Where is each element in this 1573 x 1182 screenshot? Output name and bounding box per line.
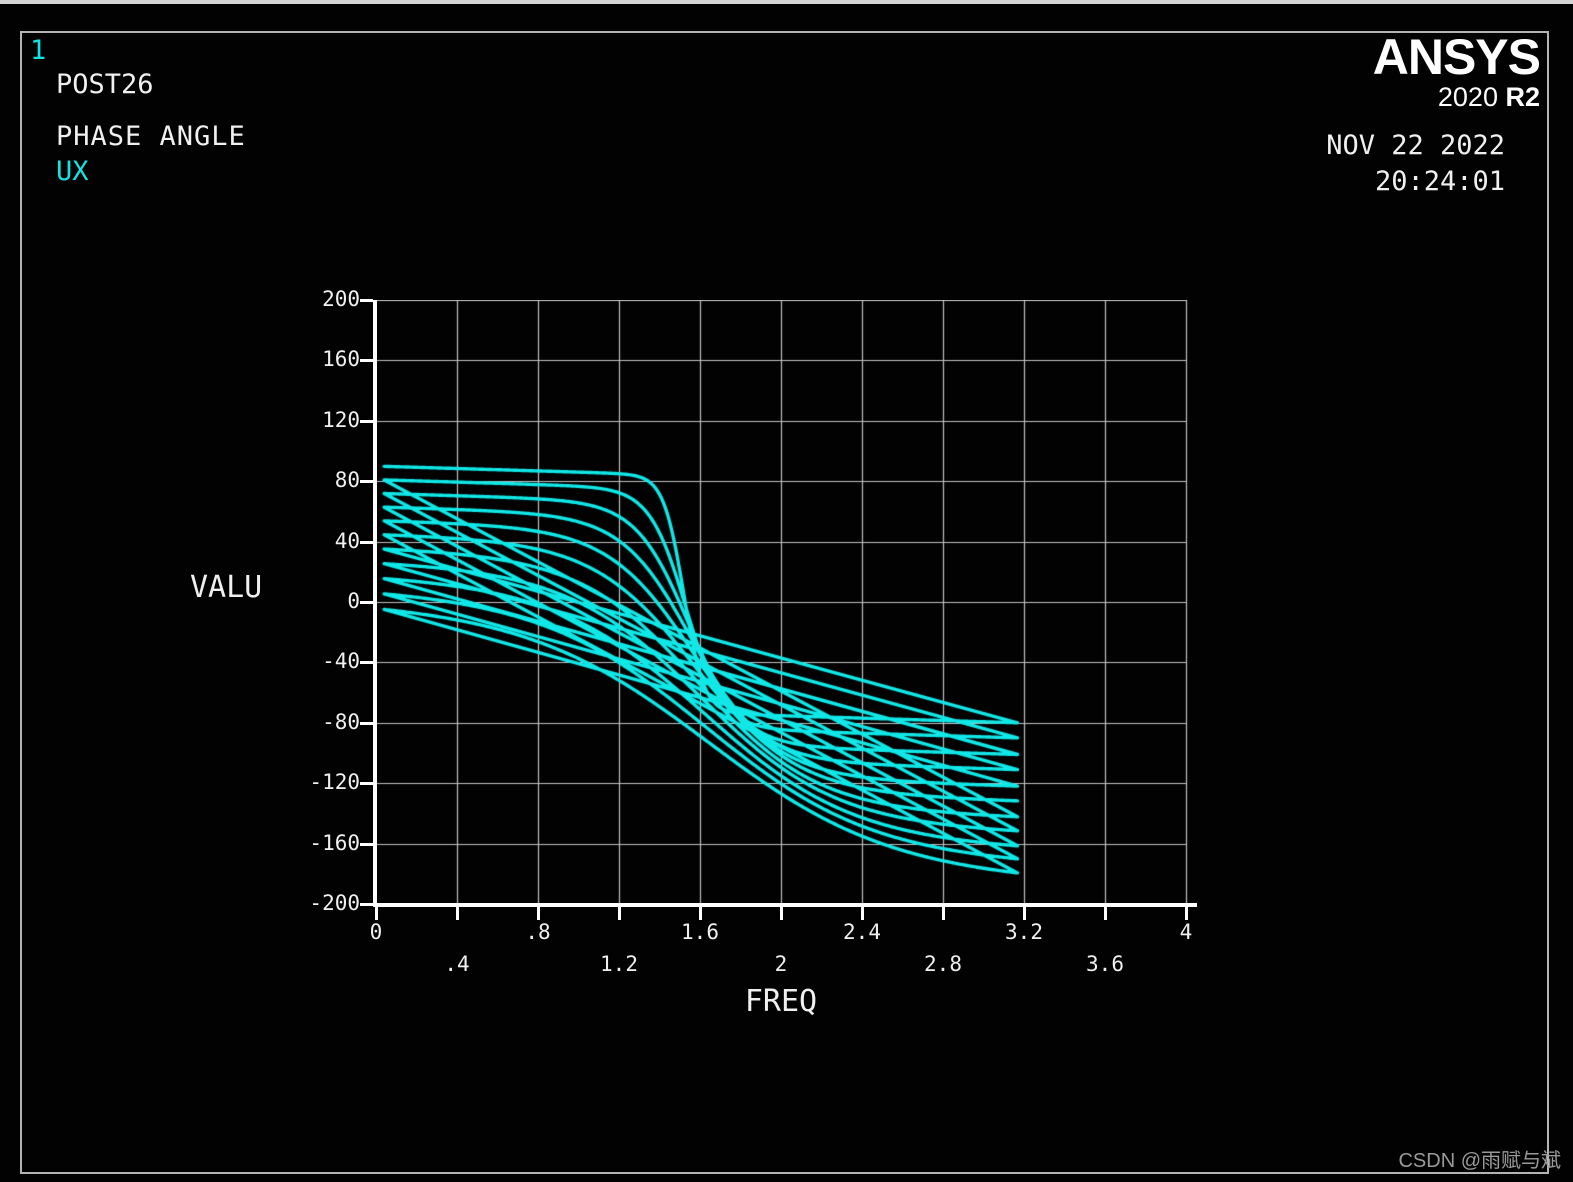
x-tick-label: 2.4 <box>843 920 881 944</box>
y-tick-label: -40 <box>322 649 360 674</box>
y-tick-label: -200 <box>309 891 360 915</box>
y-tick-mark <box>360 540 373 544</box>
x-tick-mark <box>537 906 540 920</box>
variable-label: UX <box>56 156 89 187</box>
x-tick-mark <box>375 906 378 920</box>
y-tick-label: -160 <box>309 830 360 855</box>
x-tick-label: 3.6 <box>1086 952 1124 976</box>
y-tick-mark <box>360 480 373 484</box>
plot-type-label: PHASE ANGLE <box>56 121 246 152</box>
x-tick-mark <box>456 906 459 920</box>
y-tick-label: -120 <box>309 770 360 795</box>
y-tick-mark <box>360 359 373 363</box>
y-tick-label: 80 <box>334 468 360 493</box>
x-tick-label: 2.8 <box>924 952 962 976</box>
x-tick-mark <box>618 906 621 920</box>
ansys-logo-text: ANSYS <box>1372 29 1541 85</box>
y-tick-mark <box>360 842 373 846</box>
y-tick-mark <box>360 661 373 665</box>
date-stamp: NOV 22 2022 <box>1326 130 1505 161</box>
x-tick-label: .8 <box>525 920 551 944</box>
x-tick-label: .4 <box>444 952 470 976</box>
plot-frame-border <box>20 31 1549 1174</box>
ansys-version: 2020 R2 <box>1373 84 1540 111</box>
x-tick-label: 3.2 <box>1005 920 1043 944</box>
ansys-logo: ANSYS 2020 R2 <box>1372 29 1541 111</box>
time-stamp: 20:24:01 <box>1374 166 1505 197</box>
y-tick-label: 160 <box>322 347 360 372</box>
x-tick-mark <box>1185 906 1188 920</box>
plot-number: 1 <box>30 35 47 66</box>
y-tick-mark <box>360 601 373 604</box>
x-tick-mark <box>780 906 783 920</box>
x-tick-label: 1.6 <box>681 920 719 944</box>
y-tick-mark <box>360 721 373 725</box>
y-tick-mark <box>360 299 373 302</box>
x-tick-label: 2 <box>774 952 788 976</box>
y-tick-label: 40 <box>334 528 360 553</box>
y-axis-line <box>373 300 377 907</box>
x-axis-line <box>373 903 1197 907</box>
x-tick-mark <box>1023 906 1026 920</box>
x-axis-title: FREQ <box>744 984 818 1019</box>
ansys-version-year: 2020 <box>1437 82 1498 112</box>
window-top-edge <box>0 0 1573 4</box>
y-tick-mark <box>360 903 373 906</box>
x-tick-label: 1.2 <box>600 952 638 976</box>
y-tick-label: 0 <box>347 589 360 613</box>
ansys-version-release: R2 <box>1505 82 1540 112</box>
y-tick-mark <box>360 419 373 423</box>
x-tick-mark <box>861 906 864 920</box>
y-tick-mark <box>360 782 373 786</box>
phase-angle-plot-canvas <box>376 300 1198 910</box>
y-tick-label: 200 <box>322 287 360 311</box>
x-tick-mark <box>1104 906 1107 920</box>
x-tick-label: 0 <box>369 920 383 944</box>
x-tick-mark <box>942 906 945 920</box>
y-tick-label: 120 <box>322 407 360 432</box>
x-tick-label: 4 <box>1179 920 1193 944</box>
y-axis-title: VALU <box>190 570 263 605</box>
watermark-text: CSDN @雨赋与斌 <box>1398 1150 1561 1172</box>
x-tick-mark <box>699 906 702 920</box>
postprocessor-label: POST26 <box>56 69 154 100</box>
y-tick-label: -80 <box>322 709 360 734</box>
